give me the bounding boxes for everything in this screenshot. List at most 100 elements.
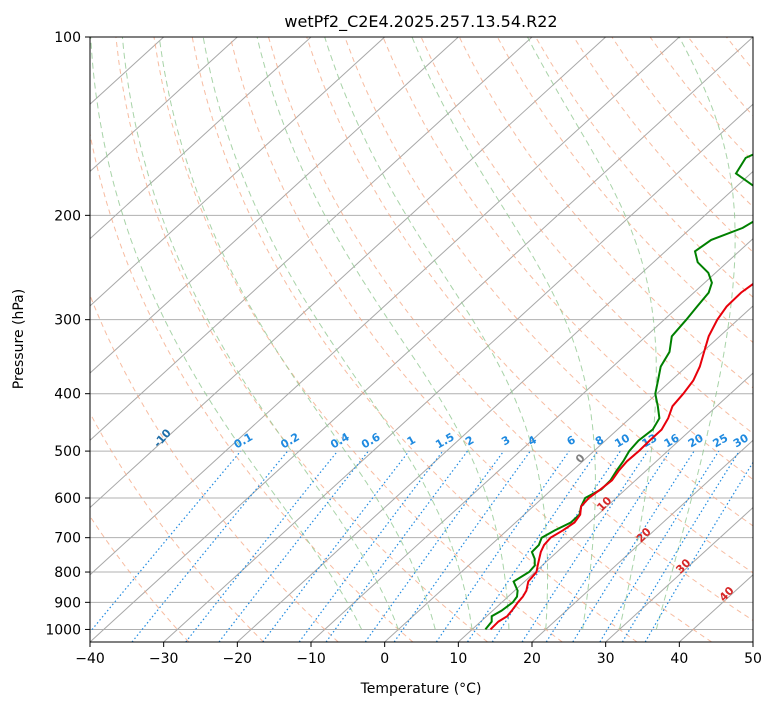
dewpoint-line bbox=[484, 153, 753, 631]
dry-adiabat-line bbox=[726, 37, 753, 71]
isotherm-line bbox=[90, 37, 680, 576]
temperature-line bbox=[489, 282, 753, 631]
isotherm-line bbox=[90, 37, 607, 509]
isotherm-line bbox=[90, 37, 459, 374]
mixing-ratio-label: 20 bbox=[686, 431, 706, 450]
mixing-ratio-label: 1 bbox=[405, 433, 418, 448]
mixing-ratio-line bbox=[644, 461, 753, 642]
dry-adiabat-line bbox=[687, 37, 753, 117]
y-axis-label: Pressure (hPa) bbox=[11, 289, 27, 389]
dry-adiabat-line bbox=[90, 412, 264, 642]
mixing-ratio-line bbox=[90, 450, 242, 634]
dry-adiabat-line bbox=[153, 37, 563, 642]
y-tick-label: 200 bbox=[54, 208, 81, 224]
mixing-ratio-line bbox=[545, 450, 671, 642]
x-tick-label: −30 bbox=[149, 651, 179, 667]
mixing-ratio-label: 0.4 bbox=[328, 430, 352, 451]
moist-adiabat-line bbox=[411, 37, 596, 630]
dry-adiabat-line bbox=[306, 37, 753, 574]
isotherm-line bbox=[384, 305, 753, 642]
mixing-ratio-line bbox=[435, 450, 570, 642]
isotherm-line bbox=[605, 506, 753, 642]
mixing-ratio-line bbox=[572, 450, 695, 642]
x-tick-label: 20 bbox=[523, 651, 541, 667]
moist-adiabat-line bbox=[256, 37, 510, 630]
moist-adiabat-line bbox=[90, 37, 363, 630]
y-tick-label: 300 bbox=[54, 313, 81, 329]
x-tick-label: 40 bbox=[670, 651, 688, 667]
x-tick-label: 10 bbox=[449, 651, 467, 667]
moist-adiabat-line bbox=[202, 37, 473, 630]
mixing-ratio-line bbox=[467, 450, 599, 642]
mixing-ratio-label: 0.6 bbox=[359, 430, 383, 451]
dry-adiabat-line bbox=[649, 37, 753, 163]
moist-adiabat-line bbox=[655, 37, 736, 630]
mixing-ratio-line bbox=[521, 450, 649, 642]
pressure-gridlines bbox=[90, 37, 753, 630]
isotherm-line bbox=[90, 37, 386, 307]
mixing-ratio-label: 30 bbox=[731, 431, 751, 450]
isotherm-line bbox=[163, 103, 753, 642]
x-tick-label: 30 bbox=[597, 651, 615, 667]
y-tick-label: 800 bbox=[54, 565, 81, 581]
sounding-traces bbox=[484, 153, 753, 631]
mixing-ratio-line bbox=[185, 450, 339, 642]
isotherm-line bbox=[310, 237, 753, 642]
mixing-ratio-line bbox=[599, 450, 720, 642]
y-tick-label: 500 bbox=[54, 444, 81, 460]
x-tick-label: −40 bbox=[75, 651, 105, 667]
chart-title: wetPf2_C2E4.2025.257.13.54.R22 bbox=[284, 12, 557, 32]
y-tick-label: 900 bbox=[54, 595, 81, 611]
isotherm-label: 30 bbox=[673, 556, 693, 576]
x-tick-label: 50 bbox=[744, 651, 762, 667]
dry-adiabat-line bbox=[765, 37, 775, 642]
mixing-ratio-line bbox=[364, 450, 505, 642]
x-axis-ticks: −40 −30 −20 −10 0 10 20 30 40 50 bbox=[75, 642, 762, 667]
mixing-ratio-label: 1.5 bbox=[433, 430, 456, 451]
mixing-ratio-line bbox=[218, 450, 369, 642]
mixing-ratio-label: 6 bbox=[565, 433, 578, 448]
dry-adiabat-label: -10 bbox=[151, 426, 174, 450]
line-labels: 0.10.20.40.611.52346810131620253036-100-… bbox=[90, 386, 753, 604]
isotherm-label: 20 bbox=[634, 525, 654, 545]
moist-adiabat-line bbox=[527, 37, 657, 630]
mixing-ratio-line bbox=[621, 450, 740, 642]
isotherm-lines bbox=[90, 37, 753, 642]
mixing-ratio-line bbox=[325, 450, 468, 642]
mixing-ratio-label: 16 bbox=[662, 431, 682, 450]
isotherm-line bbox=[457, 372, 753, 642]
mixing-ratio-line bbox=[131, 450, 289, 642]
plot-frame bbox=[89, 36, 754, 643]
isotherm-line bbox=[752, 641, 753, 642]
mixing-ratio-label: 25 bbox=[711, 431, 731, 450]
isotherm-label: 40 bbox=[717, 584, 737, 604]
dry-adiabat-line bbox=[344, 37, 753, 527]
moist-adiabat-line bbox=[121, 37, 399, 630]
mixing-ratio-line bbox=[298, 450, 444, 642]
plot-background-lines bbox=[90, 37, 775, 642]
mixing-ratio-label: 3 bbox=[499, 433, 512, 448]
mixing-ratio-line bbox=[393, 450, 531, 642]
mixing-ratio-label: 8 bbox=[593, 433, 606, 448]
isotherm-line bbox=[90, 37, 533, 442]
isotherm-line bbox=[90, 37, 312, 240]
dry-adiabat-line bbox=[268, 37, 753, 622]
isotherm-line bbox=[90, 37, 238, 173]
y-tick-label: 600 bbox=[54, 491, 81, 507]
mixing-ratio-label: 0.1 bbox=[232, 430, 255, 451]
dry-adiabat-line bbox=[496, 37, 753, 344]
moist-adiabat-lines bbox=[90, 37, 736, 630]
x-tick-label: −20 bbox=[223, 651, 253, 667]
dry-adiabat-line bbox=[611, 37, 753, 208]
isotherm-label: 10 bbox=[594, 494, 614, 514]
y-tick-label: 1000 bbox=[45, 622, 81, 638]
mixing-ratio-line bbox=[491, 450, 621, 642]
y-tick-label: 700 bbox=[54, 531, 81, 547]
y-axis-ticks: 100 200 300 400 500 600 700 800 900 1000 bbox=[45, 30, 90, 638]
dry-adiabat-line bbox=[229, 37, 712, 642]
dry-adiabat-line bbox=[90, 293, 339, 642]
dry-adiabat-line bbox=[90, 131, 414, 642]
dry-adiabat-line bbox=[115, 37, 488, 642]
mixing-ratio-label: 0.2 bbox=[278, 430, 301, 451]
